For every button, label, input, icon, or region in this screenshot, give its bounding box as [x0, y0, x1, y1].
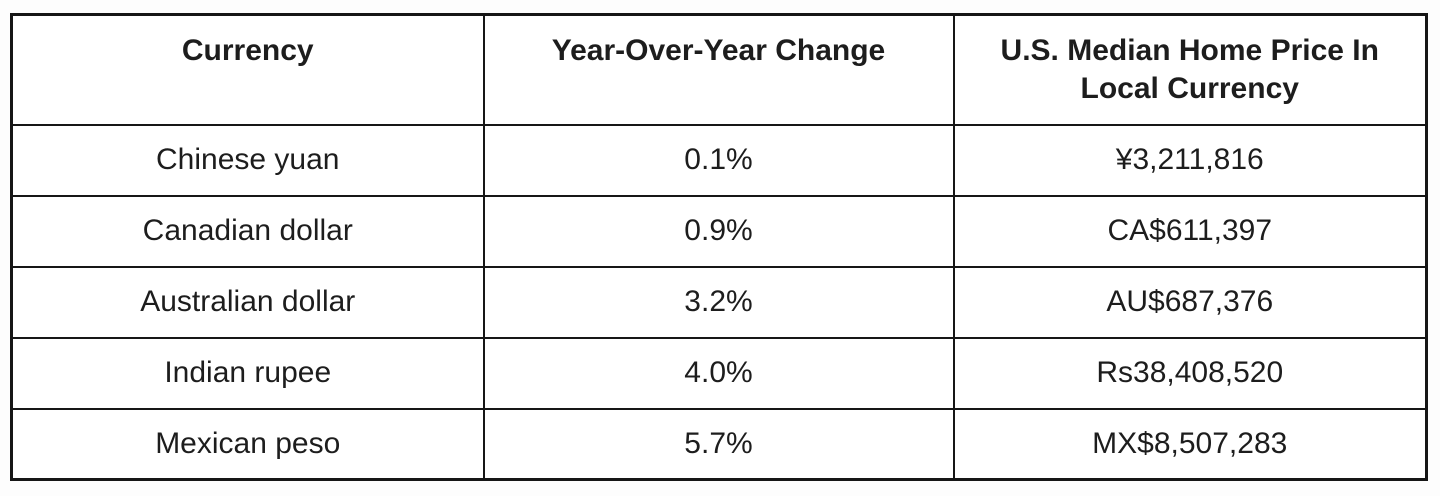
median-price-cell: Rs38,408,520	[952, 336, 1428, 410]
currency-cell: Australian dollar	[10, 265, 485, 339]
yoy-change-cell: 5.7%	[482, 407, 955, 481]
yoy-change-cell: 0.9%	[482, 194, 955, 268]
table-row: Indian rupee 4.0% Rs38,408,520	[10, 336, 1428, 410]
table-row: Canadian dollar 0.9% CA$611,397	[10, 194, 1428, 268]
table-header: Currency Year-Over-Year Change U.S. Medi…	[10, 13, 1428, 126]
yoy-change-cell: 4.0%	[482, 336, 955, 410]
median-price-cell: CA$611,397	[952, 194, 1428, 268]
median-price-cell: ¥3,211,816	[952, 123, 1428, 197]
currency-cell: Mexican peso	[10, 407, 485, 481]
column-header-median-price: U.S. Median Home Price In Local Currency	[952, 13, 1428, 126]
column-header-currency: Currency	[10, 13, 485, 126]
yoy-change-cell: 3.2%	[482, 265, 955, 339]
table-container: Currency Year-Over-Year Change U.S. Medi…	[10, 13, 1428, 481]
table-header-row: Currency Year-Over-Year Change U.S. Medi…	[10, 13, 1428, 126]
currency-table: Currency Year-Over-Year Change U.S. Medi…	[10, 13, 1428, 481]
median-price-cell: MX$8,507,283	[952, 407, 1428, 481]
table-row: Australian dollar 3.2% AU$687,376	[10, 265, 1428, 339]
currency-cell: Canadian dollar	[10, 194, 485, 268]
table-body: Chinese yuan 0.1% ¥3,211,816 Canadian dolla…	[10, 123, 1428, 481]
median-price-cell: AU$687,376	[952, 265, 1428, 339]
yoy-change-cell: 0.1%	[482, 123, 955, 197]
currency-cell: Indian rupee	[10, 336, 485, 410]
table-row: Mexican peso 5.7% MX$8,507,283	[10, 407, 1428, 481]
currency-cell: Chinese yuan	[10, 123, 485, 197]
table-row: Chinese yuan 0.1% ¥3,211,816	[10, 123, 1428, 197]
column-header-yoy-change: Year-Over-Year Change	[482, 13, 955, 126]
